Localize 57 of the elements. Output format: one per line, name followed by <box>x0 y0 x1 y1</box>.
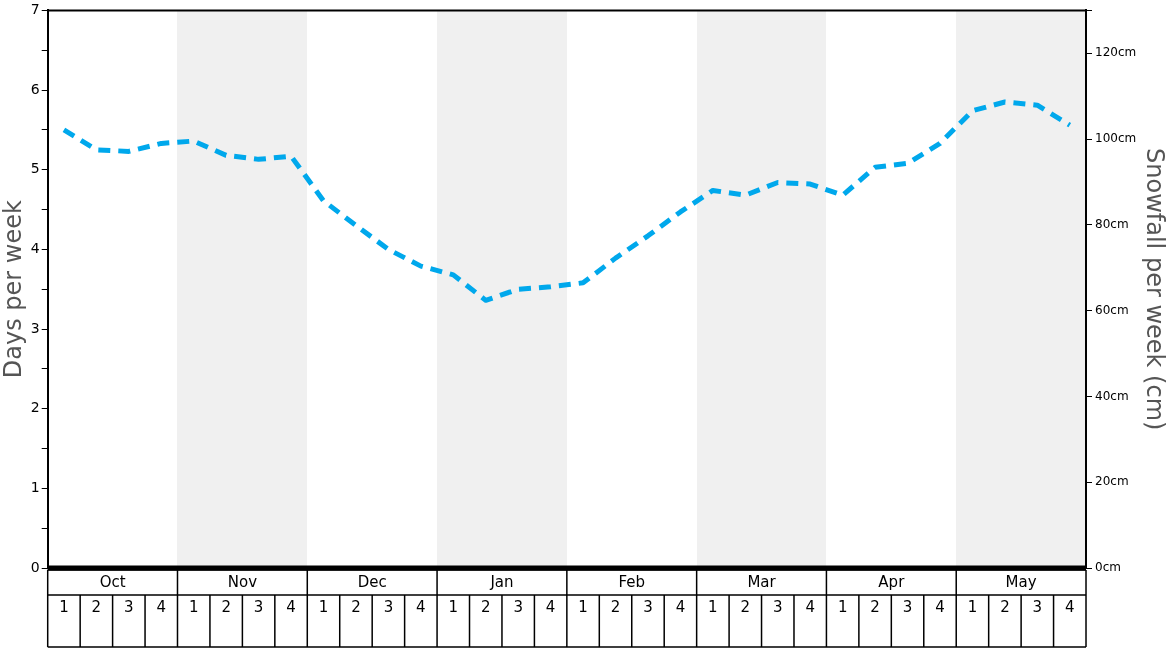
y2-tick-label: 20cm <box>1095 474 1129 489</box>
x-tick-label: 1 <box>318 597 329 616</box>
x-tick-label: 2 <box>740 597 751 616</box>
x-tick-label: 1 <box>967 597 978 616</box>
text: May <box>1005 573 1037 592</box>
x-tick-label: 3 <box>1032 597 1043 616</box>
text: Apr <box>878 573 906 592</box>
y-tick-label: 7 <box>30 1 40 18</box>
text: Feb <box>618 573 646 592</box>
y2-tick-label: 80cm <box>1095 216 1129 231</box>
x-tick-label: 4 <box>286 597 296 616</box>
x-tick-label: 4 <box>675 597 686 616</box>
x-tick-label: 3 <box>253 597 264 616</box>
x-tick-label: 2 <box>1000 597 1010 616</box>
y-tick-label: 4 <box>30 240 40 257</box>
x-tick-label: 3 <box>772 597 783 616</box>
text: Dec <box>357 573 387 592</box>
x-tick-label: 4 <box>156 597 167 616</box>
x-tick-label: 1 <box>59 597 69 616</box>
y-tick-label: 1 <box>30 478 40 495</box>
y-axis-title: Days per week <box>0 200 27 379</box>
text: Oct <box>99 573 126 592</box>
x-tick-label: 1 <box>578 597 588 616</box>
x-tick-label: 4 <box>1065 597 1075 616</box>
x-tick-label: 2 <box>221 597 231 616</box>
x-tick-label: 4 <box>545 597 556 616</box>
x-tick-label: 3 <box>383 597 394 616</box>
y2-tick-label: 40cm <box>1095 388 1129 403</box>
x-tick-label: 4 <box>805 597 815 616</box>
x-tick-label: 4 <box>935 597 945 616</box>
y-tick-label: 2 <box>30 399 40 416</box>
x-tick-label: 2 <box>351 597 361 616</box>
text: Nov <box>227 573 258 592</box>
x-tick-label: 2 <box>870 597 880 616</box>
x-tick-label: 3 <box>513 597 523 616</box>
text: Mar <box>747 573 777 592</box>
text: Jan <box>489 573 514 592</box>
x-tick-label: 3 <box>902 597 913 616</box>
y-tick-label: 3 <box>30 319 40 336</box>
y2-tick-label: 100cm <box>1095 131 1137 146</box>
x-tick-label: 1 <box>837 597 848 616</box>
y-tick-label: 0 <box>30 558 40 575</box>
x-tick-label: 1 <box>188 597 199 616</box>
y2-tick-label: 120cm <box>1095 45 1137 60</box>
y2-axis-title: Snowfall per week (cm) <box>1141 148 1168 431</box>
y-tick-label: 5 <box>30 160 40 177</box>
x-tick-label: 3 <box>124 597 134 616</box>
x-tick-label: 2 <box>480 597 491 616</box>
x-tick-label: 2 <box>91 597 102 616</box>
y-tick-label: 6 <box>30 80 40 97</box>
y2-tick-label: 60cm <box>1095 302 1129 317</box>
y2-tick-label: 0cm <box>1095 560 1121 575</box>
x-tick-label: 1 <box>448 597 459 616</box>
x-tick-label: 2 <box>610 597 621 616</box>
x-tick-label: 1 <box>708 597 718 616</box>
x-tick-label: 4 <box>416 597 426 616</box>
x-tick-label: 3 <box>643 597 653 616</box>
